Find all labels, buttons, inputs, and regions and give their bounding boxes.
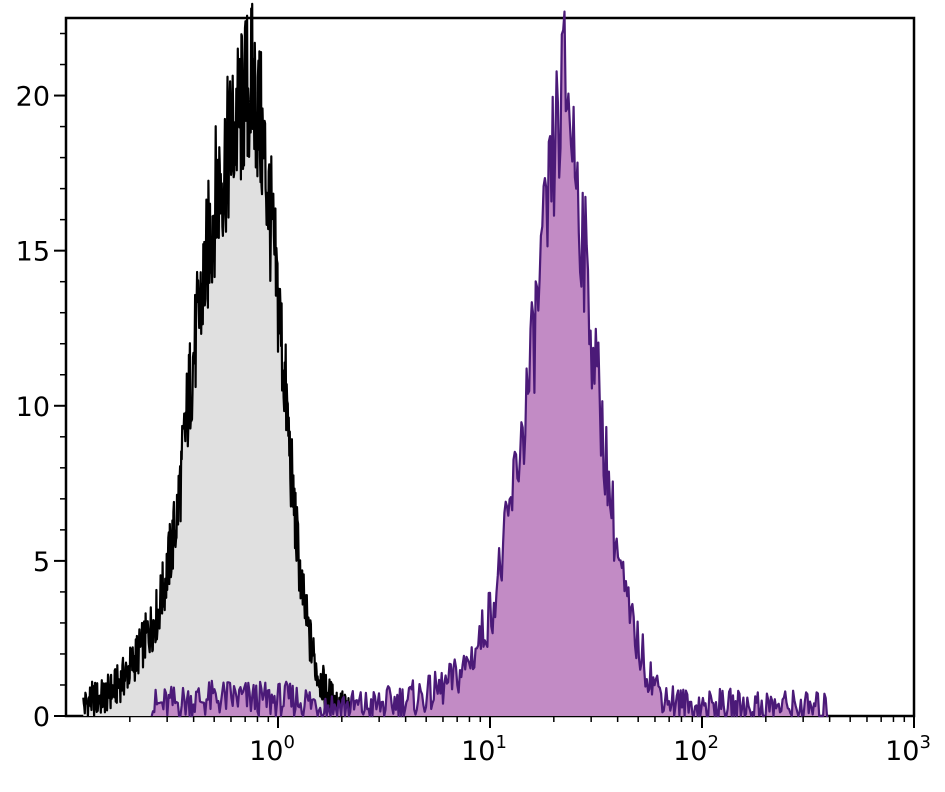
x-tick-label: 103 <box>885 732 931 767</box>
x-tick-label: 102 <box>673 732 719 767</box>
x-tick-label: 100 <box>249 732 295 767</box>
axis-layer: 0 5 10 15 20 100 101 102 103 <box>16 32 931 767</box>
y-tick-label: 5 <box>33 547 50 578</box>
series-control <box>82 2 352 718</box>
y-tick-label: 0 <box>33 702 50 733</box>
series-stained <box>150 10 829 718</box>
y-tick-label: 10 <box>16 392 50 423</box>
x-tick-label: 101 <box>461 732 507 767</box>
y-tick-label: 15 <box>16 237 50 268</box>
series-layer <box>82 2 829 718</box>
series-fill-control <box>83 3 351 717</box>
series-line-stained <box>150 10 829 718</box>
y-tick-label: 20 <box>16 82 50 113</box>
series-line-control <box>82 2 352 718</box>
